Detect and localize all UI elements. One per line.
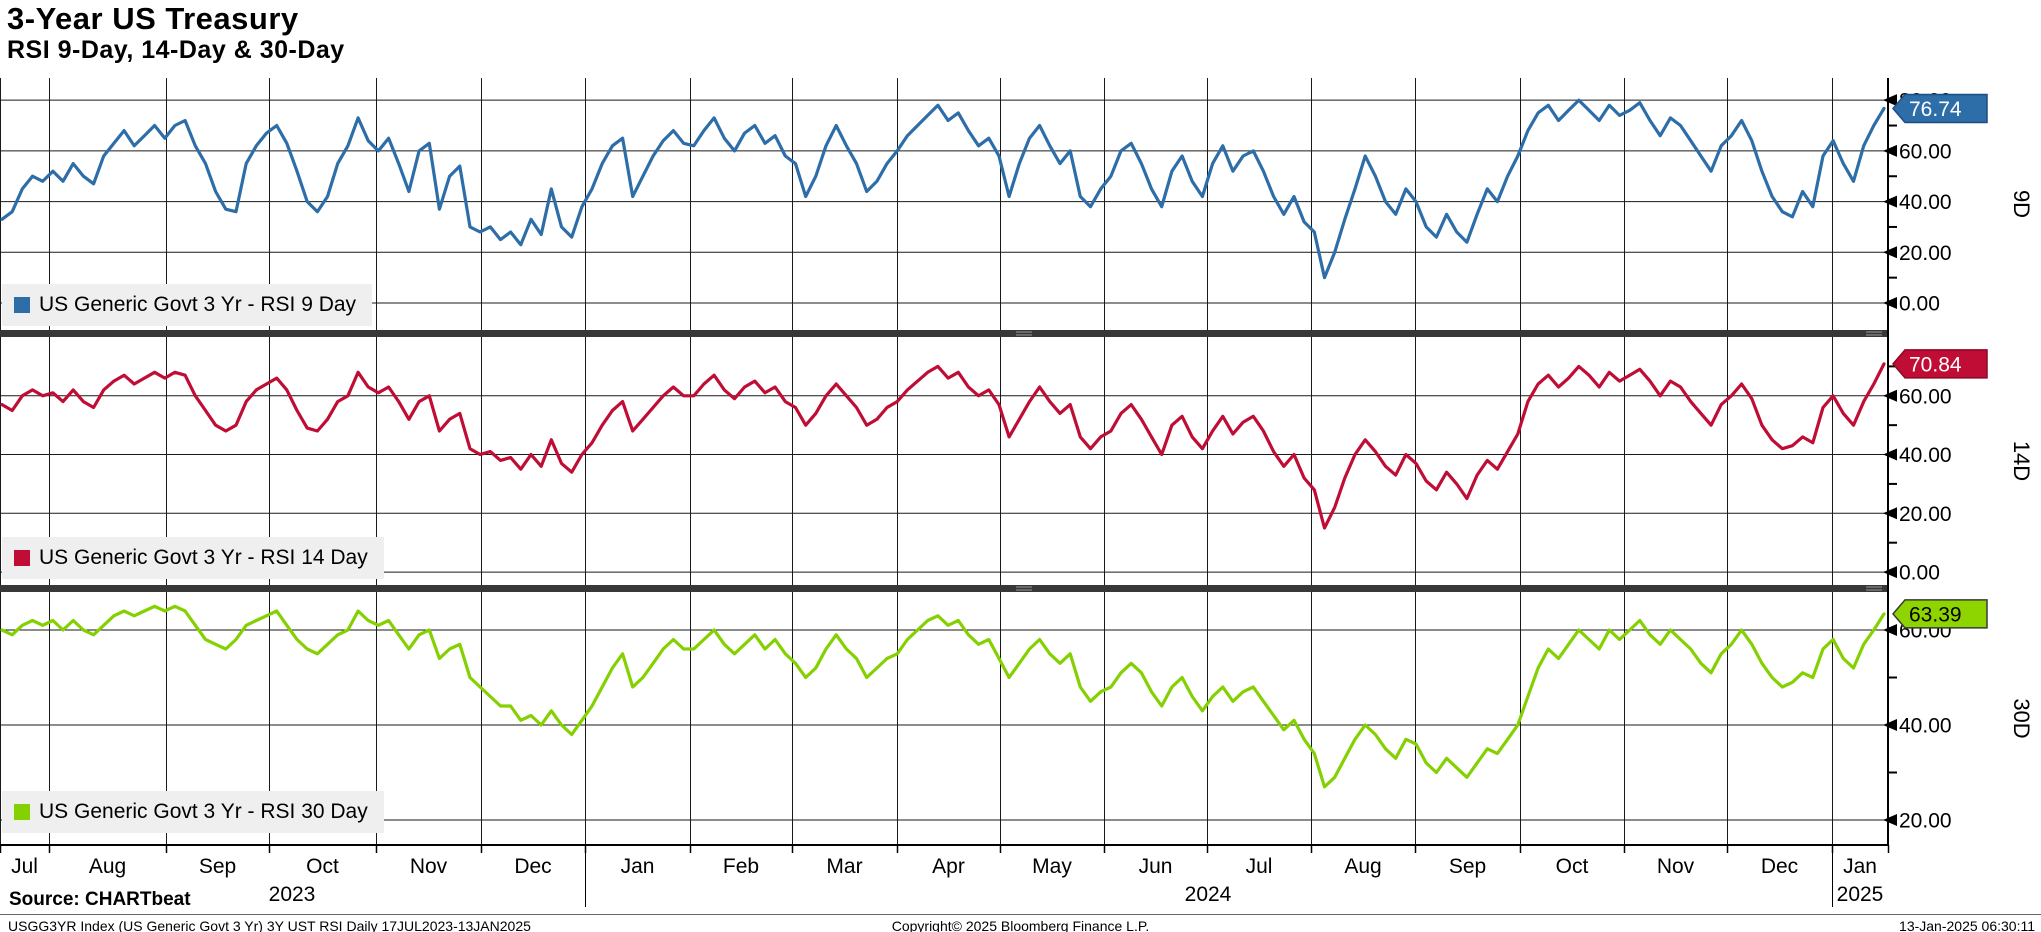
- month-label: Nov: [410, 855, 448, 878]
- month-label: Dec: [1761, 855, 1798, 878]
- month-label: Feb: [723, 855, 759, 878]
- source-label: Source: CHARTbeat: [9, 889, 191, 910]
- rsi-line-30d: [0, 604, 1886, 789]
- y-tick-label: 40.00: [1899, 444, 1952, 467]
- month-label: Aug: [1344, 855, 1381, 878]
- last-value-label: 76.74: [1909, 98, 1962, 121]
- month-label: Jan: [621, 855, 655, 878]
- footer-divider: [0, 914, 2041, 915]
- legend-swatch-30d-icon: [14, 804, 30, 820]
- y-tick-arrow-icon: [1883, 624, 1897, 637]
- month-label: Jun: [1139, 855, 1173, 878]
- y-tick-arrow-icon: [1883, 566, 1897, 579]
- ticker-description: USGG3YR Index (US Generic Govt 3 Yr) 3Y …: [8, 918, 531, 932]
- month-label: Jan: [1843, 855, 1877, 878]
- last-value-label: 63.39: [1909, 603, 1962, 626]
- timestamp: 13-Jan-2025 06:30:11: [1899, 918, 2035, 932]
- y-tick-label: 20.00: [1899, 242, 1952, 265]
- month-label: Sep: [1449, 855, 1486, 878]
- y-tick-arrow-icon: [1883, 719, 1897, 732]
- panel-divider-handle[interactable]: [0, 330, 1888, 337]
- panel-divider-handle[interactable]: [0, 585, 1888, 592]
- year-label: 2025: [1837, 883, 1884, 906]
- legend-rsi-14-day[interactable]: US Generic Govt 3 Yr - RSI 14 Day: [2, 537, 384, 579]
- rsi-line-9d: [0, 98, 1886, 280]
- y-tick-arrow-icon: [1883, 389, 1897, 402]
- y-tick-label: 40.00: [1899, 191, 1952, 214]
- legend-swatch-9d-icon: [14, 297, 30, 313]
- month-label: Oct: [306, 855, 339, 878]
- month-label: Oct: [1556, 855, 1589, 878]
- y-tick-arrow-icon: [1883, 195, 1897, 208]
- panel-axis-label: 9D: [2009, 190, 2034, 218]
- chart-header: 3-Year US Treasury RSI 9-Day, 14-Day & 3…: [7, 1, 345, 65]
- rsi-line-14d: [0, 362, 1886, 530]
- y-tick-label: 40.00: [1899, 715, 1952, 738]
- month-label: Nov: [1657, 855, 1695, 878]
- month-label: May: [1032, 855, 1072, 878]
- y-tick-label: 0.00: [1899, 293, 1940, 316]
- y-tick-label: 0.00: [1899, 562, 1940, 585]
- copyright-text: Copyright© 2025 Bloomberg Finance L.P.: [891, 918, 1150, 932]
- y-tick-arrow-icon: [1883, 507, 1897, 520]
- month-label: Sep: [199, 855, 236, 878]
- panel-axis-label: 14D: [2009, 441, 2034, 481]
- page-title: 3-Year US Treasury: [7, 1, 299, 36]
- y-tick-arrow-icon: [1883, 297, 1897, 309]
- month-label: Jul: [11, 855, 38, 878]
- month-label: Dec: [514, 855, 551, 878]
- footer-info-row: USGG3YR Index (US Generic Govt 3 Yr) 3Y …: [0, 916, 2041, 932]
- legend-rsi-30-day[interactable]: US Generic Govt 3 Yr - RSI 30 Day: [2, 791, 384, 833]
- legend-label: US Generic Govt 3 Yr - RSI 9 Day: [39, 293, 357, 316]
- y-tick-label: 20.00: [1899, 810, 1952, 833]
- last-value-label: 70.84: [1909, 353, 1962, 376]
- last-value-flag: [1892, 349, 1988, 379]
- month-label: Apr: [932, 855, 965, 878]
- year-label: 2024: [1185, 883, 1232, 906]
- y-tick-arrow-icon: [1883, 814, 1897, 827]
- year-label: 2023: [269, 883, 316, 906]
- month-label: Mar: [826, 855, 862, 878]
- legend-label: US Generic Govt 3 Yr - RSI 30 Day: [39, 800, 368, 823]
- y-tick-arrow-icon: [1883, 246, 1897, 259]
- y-tick-arrow-icon: [1883, 144, 1897, 157]
- last-value-flag: [1892, 93, 1988, 124]
- page-subtitle: RSI 9-Day, 14-Day & 30-Day: [7, 36, 345, 64]
- y-tick-arrow-icon: [1883, 448, 1897, 461]
- legend-swatch-14d-icon: [14, 550, 30, 566]
- last-value-flag: [1892, 599, 1988, 629]
- y-tick-label: 20.00: [1899, 503, 1952, 526]
- y-tick-arrow-icon: [1883, 94, 1897, 107]
- month-label: Jul: [1246, 855, 1273, 878]
- legend-label: US Generic Govt 3 Yr - RSI 14 Day: [39, 546, 368, 569]
- panel-axis-label: 30D: [2009, 698, 2034, 738]
- y-tick-label: 60.00: [1899, 140, 1952, 163]
- y-tick-label: 60.00: [1899, 385, 1952, 408]
- legend-rsi-9-day[interactable]: US Generic Govt 3 Yr - RSI 9 Day: [2, 284, 373, 326]
- month-label: Aug: [89, 855, 126, 878]
